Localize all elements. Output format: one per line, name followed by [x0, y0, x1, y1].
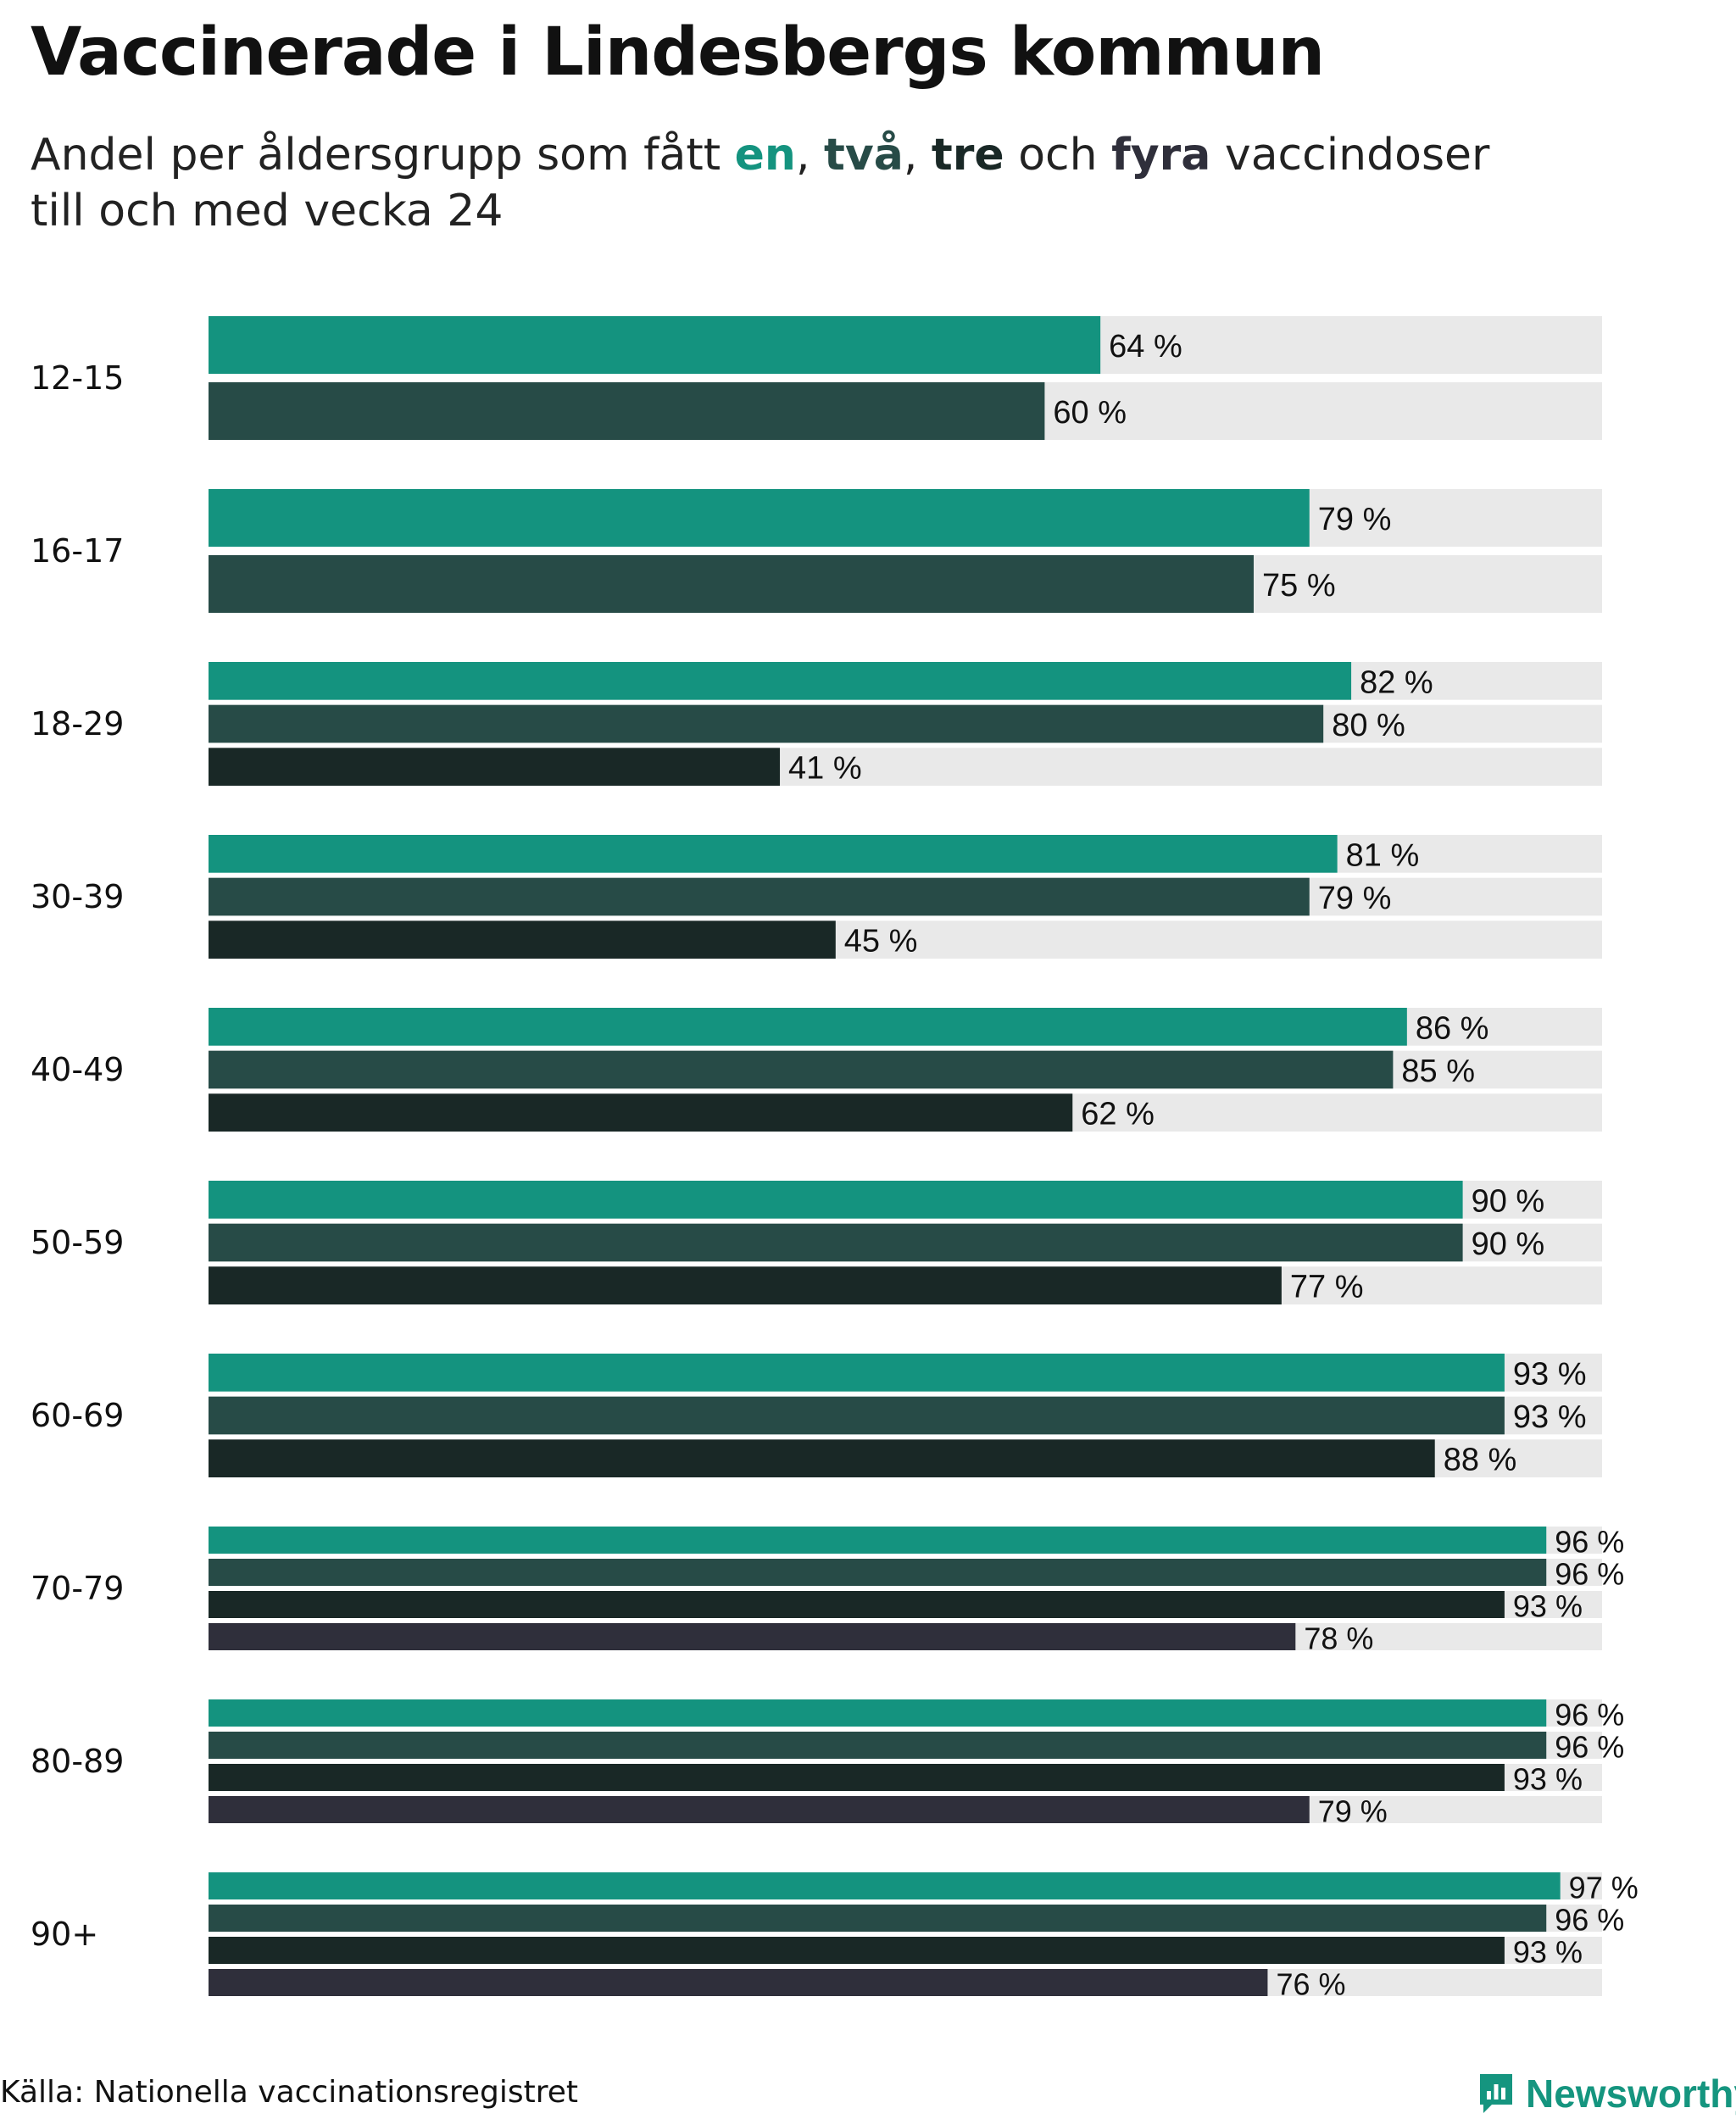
bar: [209, 1181, 1463, 1219]
data-label: 93 %: [1513, 1935, 1583, 1970]
bar: [209, 1699, 1547, 1727]
bar: [209, 1354, 1505, 1392]
subtitle-keyword-two-doses: två: [824, 130, 904, 181]
subtitle-text: vaccindoser: [1210, 130, 1490, 181]
bar: [209, 555, 1254, 613]
bar: [209, 1266, 1282, 1304]
data-label: 60 %: [1053, 395, 1127, 431]
data-label: 76 %: [1276, 1967, 1345, 2002]
bar: [209, 877, 1310, 916]
bar: [209, 1396, 1505, 1435]
category-label: 18-29: [31, 705, 124, 742]
subtitle-keyword-four-doses: fyra: [1111, 130, 1211, 181]
category-label: 80-89: [31, 1743, 124, 1780]
bar: [209, 1050, 1394, 1089]
bar: [209, 662, 1352, 700]
bar: [209, 1559, 1547, 1586]
bar: [209, 1937, 1505, 1964]
data-label: 96 %: [1555, 1525, 1624, 1560]
bar: [209, 382, 1045, 440]
data-label: 93 %: [1513, 1589, 1583, 1624]
data-label: 45 %: [844, 924, 918, 959]
bar: [209, 1591, 1505, 1618]
bar: [209, 1439, 1435, 1477]
newsworthy-logo-text: Newsworthy: [1526, 2072, 1736, 2116]
data-label: 96 %: [1555, 1730, 1624, 1765]
bar: [209, 489, 1310, 547]
subtitle-keyword-one-dose: en: [734, 130, 796, 181]
category-label: 12-15: [31, 359, 124, 397]
data-label: 93 %: [1513, 1356, 1587, 1392]
bar: [209, 1796, 1310, 1823]
category-label: 16-17: [31, 532, 124, 570]
newsworthy-logo-icon: [1480, 2074, 1512, 2113]
bar: [209, 920, 836, 959]
bar: [209, 704, 1324, 743]
newsworthy-logo: Newsworthy: [1477, 2068, 1736, 2119]
data-label: 85 %: [1401, 1054, 1475, 1089]
bar: [209, 1223, 1463, 1262]
vaccination-bar-chart: 12-15 64 % 60 % 16-17 79 % 75 % 18-29 82 % 80 % 4…: [31, 316, 1639, 2002]
chart-subtitle: Andel per åldersgrupp som fått en, två, …: [31, 127, 1641, 239]
category-label: 30-39: [31, 878, 124, 915]
category-label: 70-79: [31, 1570, 124, 1607]
data-label: 79 %: [1318, 881, 1392, 916]
data-label: 80 %: [1332, 708, 1405, 743]
data-label: 90 %: [1472, 1183, 1545, 1219]
subtitle-line-2: till och med vecka 24: [31, 186, 504, 236]
category-label: 60-69: [31, 1397, 124, 1434]
source-note: Källa: Nationella vaccinationsregistret: [0, 2075, 578, 2110]
data-label: 82 %: [1360, 665, 1433, 700]
data-label: 79 %: [1318, 1794, 1388, 1829]
bar: [209, 1093, 1073, 1132]
subtitle-text: Andel per åldersgrupp som fått: [31, 130, 735, 181]
data-label: 93 %: [1513, 1762, 1583, 1797]
bar: [209, 1008, 1407, 1046]
bar: [209, 1905, 1547, 1932]
bar: [209, 835, 1338, 873]
subtitle-separator: ,: [903, 130, 932, 181]
subtitle-separator: ,: [795, 130, 825, 181]
data-label: 97 %: [1569, 1871, 1639, 1905]
category-label: 50-59: [31, 1224, 124, 1261]
bar: [209, 1527, 1547, 1554]
data-label: 62 %: [1081, 1097, 1155, 1132]
data-label: 96 %: [1555, 1557, 1624, 1592]
category-label: 40-49: [31, 1051, 124, 1088]
data-label: 77 %: [1290, 1270, 1364, 1305]
bar: [209, 1872, 1561, 1899]
data-label: 93 %: [1513, 1399, 1587, 1435]
data-label: 64 %: [1109, 329, 1182, 364]
bar: [209, 1969, 1268, 1996]
category-label: 90+: [31, 1916, 98, 1953]
data-label: 81 %: [1346, 837, 1420, 873]
data-label: 90 %: [1472, 1226, 1545, 1262]
bar: [209, 1623, 1296, 1650]
subtitle-text: och: [1004, 130, 1112, 181]
data-label: 96 %: [1555, 1903, 1624, 1938]
data-label: 86 %: [1416, 1010, 1489, 1046]
bar: [209, 1732, 1547, 1759]
data-label: 41 %: [788, 751, 862, 787]
data-label: 96 %: [1555, 1698, 1624, 1732]
bar: [209, 316, 1101, 374]
data-label: 88 %: [1444, 1443, 1517, 1478]
bar: [209, 1764, 1505, 1791]
data-label: 75 %: [1262, 568, 1336, 603]
data-label: 79 %: [1318, 502, 1392, 537]
chart-title: Vaccinerade i Lindesbergs kommun: [31, 14, 1325, 91]
data-label: 78 %: [1304, 1621, 1373, 1656]
bar: [209, 748, 781, 786]
subtitle-keyword-three-doses: tre: [931, 130, 1004, 181]
